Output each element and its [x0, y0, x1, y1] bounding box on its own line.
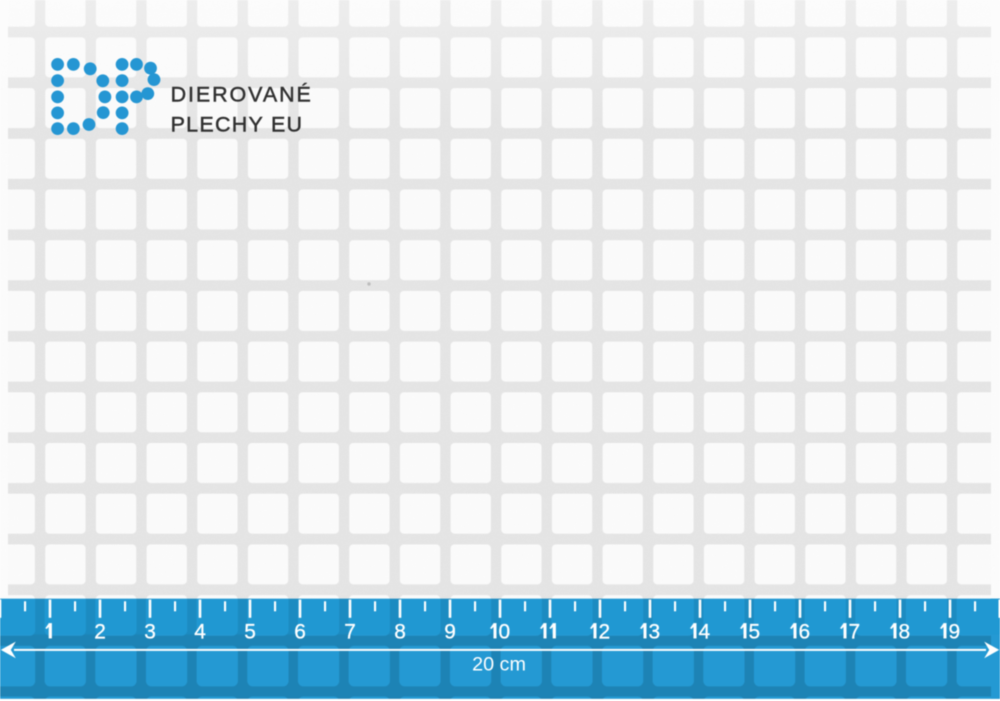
svg-text:PLECHY EU: PLECHY EU [171, 112, 304, 136]
svg-text:8: 8 [394, 620, 406, 643]
svg-text:4: 4 [698, 620, 710, 643]
svg-text:9: 9 [948, 620, 960, 643]
svg-text:7: 7 [848, 620, 860, 643]
svg-text:6: 6 [294, 620, 306, 643]
svg-text:6: 6 [798, 620, 810, 643]
svg-text:2: 2 [598, 620, 610, 643]
svg-text:3: 3 [144, 620, 156, 643]
svg-text:7: 7 [344, 620, 356, 643]
svg-text:20 cm: 20 cm [472, 654, 526, 676]
svg-text:5: 5 [748, 620, 760, 643]
svg-text:5: 5 [244, 620, 256, 643]
svg-text:0: 0 [498, 620, 510, 643]
svg-text:8: 8 [898, 620, 910, 643]
svg-text:9: 9 [444, 620, 456, 643]
svg-text:DIEROVANÉ: DIEROVANÉ [171, 81, 313, 106]
svg-text:4: 4 [194, 620, 206, 643]
svg-text:3: 3 [648, 620, 660, 643]
svg-text:2: 2 [94, 620, 106, 643]
